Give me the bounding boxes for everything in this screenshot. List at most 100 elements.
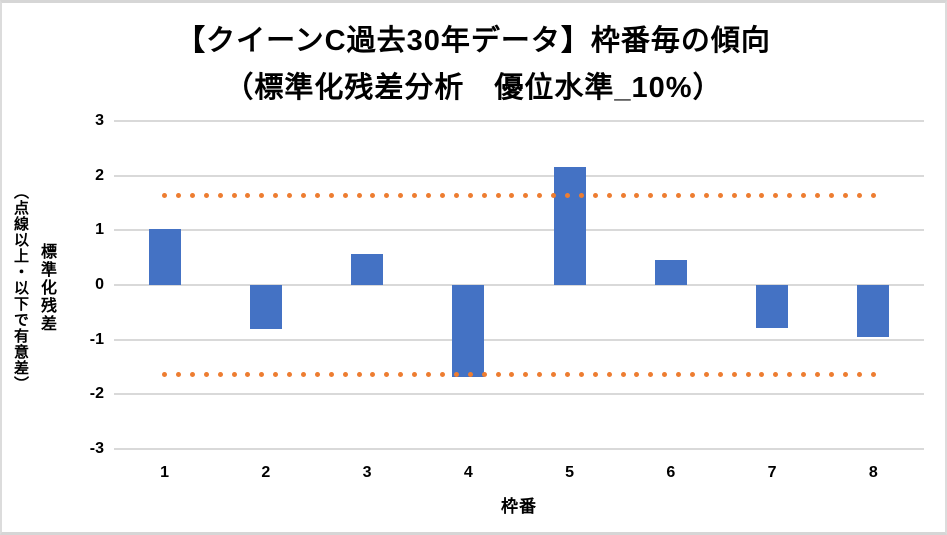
threshold-dot <box>203 192 209 198</box>
threshold-dot <box>759 372 765 378</box>
threshold-dot <box>537 192 543 198</box>
threshold-dot <box>856 192 862 198</box>
x-tick-label-2: 2 <box>261 464 271 481</box>
threshold-dot <box>676 372 682 378</box>
threshold-dot <box>384 192 390 198</box>
threshold-dot <box>592 372 598 378</box>
threshold-dot <box>314 192 320 198</box>
threshold-dot <box>648 372 654 378</box>
threshold-dot <box>662 372 668 378</box>
bar-waku-2 <box>249 285 282 330</box>
bar-waku-5 <box>553 167 586 285</box>
threshold-dot <box>773 192 779 198</box>
y-axis-title-note: （点線以上・以下で有意差） <box>12 184 29 392</box>
x-axis-title: 枠番 <box>501 497 537 516</box>
threshold-dot <box>856 372 862 378</box>
gridline-y--1 <box>114 338 924 341</box>
threshold-dot <box>620 372 626 378</box>
threshold-dot <box>162 192 168 198</box>
threshold-dot <box>828 372 834 378</box>
threshold-dot <box>342 372 348 378</box>
threshold-dot <box>676 192 682 198</box>
threshold-dot <box>814 372 820 378</box>
x-tick-label-1: 1 <box>160 464 170 481</box>
threshold-dot <box>578 192 584 198</box>
threshold-dot <box>509 372 515 378</box>
gridline-y-0 <box>114 284 924 286</box>
threshold-dot <box>412 192 418 198</box>
threshold-dot <box>523 372 529 378</box>
bar-waku-8 <box>857 285 890 337</box>
threshold-dot <box>773 372 779 378</box>
threshold-dot <box>495 192 501 198</box>
threshold-dot <box>481 372 487 378</box>
threshold-dotted-line-lower <box>162 372 876 378</box>
y-tick-label-3: 3 <box>95 112 104 129</box>
threshold-dot <box>398 372 404 378</box>
threshold-dot <box>745 192 751 198</box>
y-tick-label-0: 0 <box>95 276 104 293</box>
x-tick-label-6: 6 <box>666 464 676 481</box>
x-tick-label-4: 4 <box>463 464 473 481</box>
threshold-dot <box>814 192 820 198</box>
threshold-dot <box>384 372 390 378</box>
threshold-dot <box>314 372 320 378</box>
threshold-dot <box>231 372 237 378</box>
threshold-dot <box>564 372 570 378</box>
threshold-dot <box>551 372 557 378</box>
threshold-dot <box>703 192 709 198</box>
threshold-dot <box>259 372 265 378</box>
y-tick-label-1: 1 <box>95 221 104 239</box>
bar-waku-7 <box>756 285 789 328</box>
y-tick-label--2: -2 <box>89 385 104 403</box>
threshold-dot <box>689 372 695 378</box>
chart-subtitle: （標準化残差分析 優位水準_10%） <box>224 72 723 104</box>
threshold-dot <box>189 372 195 378</box>
threshold-dot <box>453 192 459 198</box>
threshold-dot <box>356 192 362 198</box>
threshold-dot <box>356 372 362 378</box>
threshold-dot <box>467 192 473 198</box>
threshold-dot <box>731 372 737 378</box>
threshold-dot <box>301 372 307 378</box>
x-tick-label-3: 3 <box>362 464 372 481</box>
threshold-dot <box>328 192 334 198</box>
threshold-dot <box>273 372 279 378</box>
threshold-dot <box>287 192 293 198</box>
threshold-dot <box>467 372 473 378</box>
threshold-dot <box>606 372 612 378</box>
gridline-y--3 <box>114 448 924 450</box>
threshold-dotted-line-upper <box>162 192 876 198</box>
x-tick-label-8: 8 <box>868 464 878 481</box>
threshold-dot <box>328 372 334 378</box>
threshold-dot <box>398 192 404 198</box>
gridline-y-3 <box>114 120 924 122</box>
threshold-dot <box>259 192 265 198</box>
y-axis-title-main: 標準化残差 <box>38 243 55 333</box>
threshold-dot <box>717 372 723 378</box>
threshold-dot <box>662 192 668 198</box>
threshold-dot <box>870 372 876 378</box>
threshold-dot <box>606 192 612 198</box>
threshold-dot <box>217 372 223 378</box>
threshold-dot <box>787 192 793 198</box>
threshold-dot <box>689 192 695 198</box>
threshold-dot <box>703 372 709 378</box>
threshold-dot <box>426 372 432 378</box>
threshold-dot <box>592 192 598 198</box>
threshold-dot <box>759 192 765 198</box>
threshold-dot <box>731 192 737 198</box>
threshold-dot <box>509 192 515 198</box>
threshold-dot <box>564 192 570 198</box>
gridline-y-1 <box>114 229 924 232</box>
threshold-dot <box>801 192 807 198</box>
threshold-dot <box>342 192 348 198</box>
threshold-dot <box>245 192 251 198</box>
threshold-dot <box>189 192 195 198</box>
threshold-dot <box>745 372 751 378</box>
threshold-dot <box>439 192 445 198</box>
threshold-dot <box>426 192 432 198</box>
x-tick-label-7: 7 <box>767 464 777 481</box>
